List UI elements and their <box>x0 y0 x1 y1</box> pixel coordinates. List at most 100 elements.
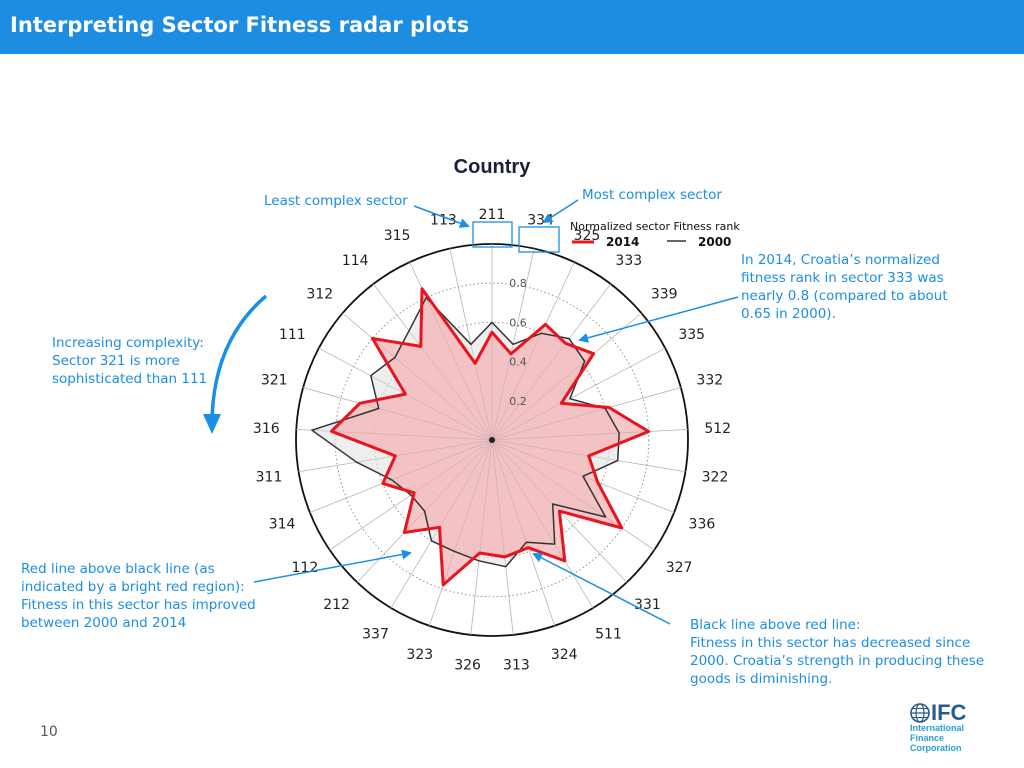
radar-series <box>296 244 688 635</box>
most-complex-note: Most complex sector <box>582 187 722 203</box>
category-label-111: 111 <box>279 327 306 343</box>
spoke-overlay-326 <box>470 439 493 635</box>
most-complex-arrow <box>542 199 579 224</box>
complexity-arc-arrow <box>210 294 268 421</box>
legend: Normalized sector Fitness rank 2014 2000 <box>570 220 740 249</box>
spoke-overlay-512 <box>491 429 688 441</box>
spoke-overlay-327 <box>491 439 655 551</box>
category-label-323: 323 <box>406 647 433 663</box>
spoke-overlay-312 <box>342 312 493 441</box>
spoke-overlay-332 <box>491 387 681 441</box>
category-label-337: 337 <box>362 627 389 643</box>
decreased-arrow <box>532 553 671 625</box>
complexity-arrow-head <box>203 414 221 434</box>
spoke-overlay-323 <box>429 439 493 626</box>
radial-tick-labels: 0.2 0.4 0.6 0.8 <box>509 277 527 408</box>
category-label-512: 512 <box>704 421 731 437</box>
croatia-note: In 2014, Croatia’s normalized fitness ra… <box>741 251 948 323</box>
croatia-line-1: In 2014, Croatia’s normalized <box>741 252 940 268</box>
least-complex-box <box>472 221 513 248</box>
globe-icon <box>910 703 930 723</box>
increasing-line-3: sophisticated than 111 <box>52 371 208 387</box>
logo-line-3: Corporation <box>910 743 962 753</box>
category-label-212: 212 <box>323 597 350 613</box>
logo-wordmark: IFC <box>931 700 967 725</box>
logo-line-1: International <box>910 723 965 733</box>
black-above-line-1: Black line above red line: <box>690 617 861 633</box>
r-tick-label: 0.2 <box>509 395 527 408</box>
slide-title: Interpreting Sector Fitness radar plots <box>10 13 470 37</box>
series-2000-line <box>311 296 620 568</box>
ifc-logo: IFC International Finance Corporation <box>910 700 982 760</box>
category-label-334: 334 <box>527 212 554 228</box>
category-label-315: 315 <box>384 228 411 244</box>
black-above-line-4: goods is diminishing. <box>690 671 833 687</box>
r-tick-label: 0.8 <box>509 277 527 290</box>
category-label-311: 311 <box>256 470 283 486</box>
spoke-overlay-335 <box>491 348 666 441</box>
category-label-312: 312 <box>306 287 333 303</box>
legend-title: Normalized sector Fitness rank <box>570 220 740 233</box>
croatia-arrow <box>578 296 739 343</box>
most-complex-box <box>518 226 560 253</box>
category-label-332: 332 <box>696 373 723 389</box>
spoke-overlay-511 <box>491 439 594 609</box>
category-label-316: 316 <box>253 421 280 437</box>
croatia-line-3: nearly 0.8 (compared to about <box>741 288 948 304</box>
chart-title: Country <box>454 156 532 178</box>
black-above-line-2: Fitness in this sector has decreased sin… <box>690 635 971 651</box>
r-tick-label: 0.6 <box>509 316 527 329</box>
category-label-331: 331 <box>634 597 661 613</box>
increasing-complexity-note: Increasing complexity: Sector 321 is mor… <box>52 334 207 388</box>
category-label-314: 314 <box>269 517 296 533</box>
category-label-326: 326 <box>454 658 481 674</box>
spoke-overlay-114 <box>373 283 493 441</box>
legend-label-2000: 2000 <box>698 235 731 249</box>
spoke-overlay-321 <box>303 387 493 441</box>
red-above-line-1: Red line above black line (as <box>21 561 215 577</box>
category-label-336: 336 <box>689 517 716 533</box>
spoke-overlay-325 <box>491 262 575 441</box>
r-tick-label: 0.4 <box>509 356 527 369</box>
category-label-112: 112 <box>292 560 319 576</box>
category-label-511: 511 <box>595 627 622 643</box>
category-label-327: 327 <box>666 560 693 576</box>
spoke-overlay-324 <box>491 439 555 626</box>
category-label-335: 335 <box>678 327 705 343</box>
title-bar: Interpreting Sector Fitness radar plots <box>0 0 1024 54</box>
category-label-313: 313 <box>503 658 530 674</box>
series-2014-line <box>330 287 651 587</box>
red-above-line-2: indicated by a bright red region): <box>21 579 245 595</box>
increasing-line-1: Increasing complexity: <box>52 335 204 351</box>
legend-label-2014: 2014 <box>606 235 639 249</box>
spoke-overlay-313 <box>491 439 514 635</box>
spoke-overlay-337 <box>390 439 493 609</box>
improved-arrow <box>253 549 412 583</box>
croatia-line-4: 0.65 in 2000). <box>741 306 836 322</box>
logo-line-2: Finance <box>910 733 945 743</box>
category-label-324: 324 <box>551 647 578 663</box>
red-above-note: Red line above black line (as indicated … <box>21 560 256 632</box>
spoke-overlay-333 <box>491 283 611 441</box>
red-above-line-3: Fitness in this sector has improved <box>21 597 256 613</box>
category-label-339: 339 <box>651 287 678 303</box>
page-number: 10 <box>40 724 58 740</box>
black-above-line-3: 2000. Croatia’s strength in producing th… <box>690 653 985 669</box>
radar-center <box>489 437 495 443</box>
red-above-line-4: between 2000 and 2014 <box>21 615 187 631</box>
spoke-overlay-316 <box>296 429 493 441</box>
category-label-211: 211 <box>479 207 506 223</box>
category-label-325: 325 <box>574 228 601 244</box>
spoke-overlay-339 <box>491 312 642 441</box>
category-label-321: 321 <box>261 373 288 389</box>
category-label-333: 333 <box>615 253 642 269</box>
black-above-note: Black line above red line: Fitness in th… <box>690 616 984 688</box>
category-label-114: 114 <box>342 253 369 269</box>
increasing-line-2: Sector 321 is more <box>52 353 180 369</box>
category-labels: 211 334 325 333 339 335 332 512 322 336 327 331 511 3… <box>253 207 731 674</box>
least-complex-arrow <box>413 205 470 228</box>
least-complex-note: Least complex sector <box>264 193 408 209</box>
spoke-overlay-314 <box>309 439 493 513</box>
croatia-line-2: fitness rank in sector 333 was <box>741 270 944 286</box>
